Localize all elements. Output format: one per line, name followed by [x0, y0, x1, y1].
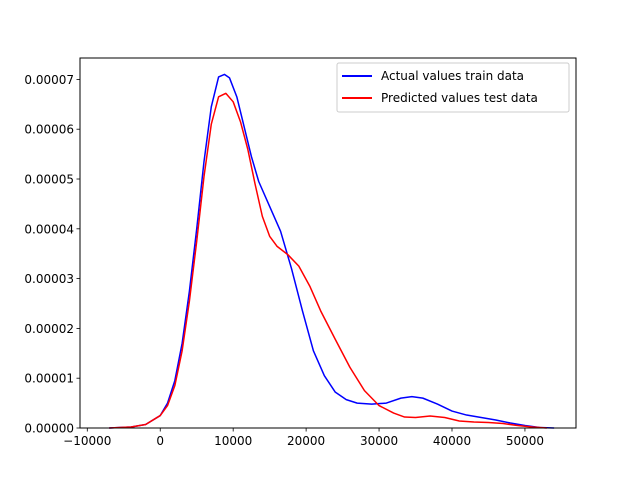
x-axis: −10000 0 10000 20000 30000 40000 50000: [63, 428, 544, 448]
legend-label-predicted: Predicted values test data: [381, 91, 538, 105]
y-tick-label: 0.00002: [24, 322, 74, 336]
series-line-1: [109, 92, 547, 429]
legend: Actual values train data Predicted value…: [336, 62, 570, 113]
x-tick-label: 20000: [287, 434, 325, 448]
y-tick-label: 0.00004: [24, 222, 74, 236]
legend-label-actual: Actual values train data: [381, 69, 524, 83]
series-line-0: [109, 73, 555, 429]
y-tick-label: 0.00001: [24, 372, 74, 386]
series-layer: [109, 73, 555, 429]
x-tick-label: 50000: [506, 434, 544, 448]
y-tick-label: 0.00005: [24, 173, 74, 187]
y-tick-label: 0.00006: [24, 123, 74, 137]
x-tick-label: 40000: [433, 434, 471, 448]
x-tick-label: 0: [156, 434, 164, 448]
x-tick-label: 30000: [360, 434, 398, 448]
x-tick-label: −10000: [63, 434, 111, 448]
legend-box: [336, 62, 570, 113]
y-tick-label: 0.00000: [24, 422, 74, 436]
y-tick-label: 0.00003: [24, 272, 74, 286]
y-tick-label: 0.00007: [24, 73, 74, 87]
plot-frame: [79, 57, 577, 429]
y-axis: 0.00000 0.00001 0.00002 0.00003 0.00004 0.000…: [24, 73, 80, 436]
x-tick-label: 10000: [214, 434, 252, 448]
